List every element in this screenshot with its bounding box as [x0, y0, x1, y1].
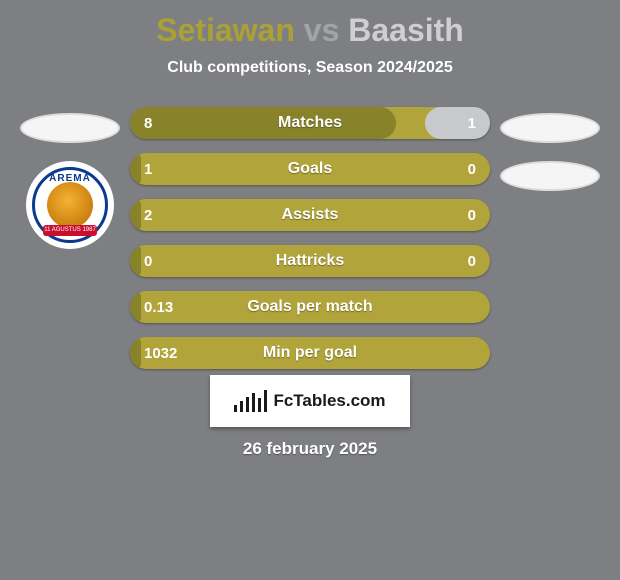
logo-bar [252, 393, 255, 412]
stat-left-value: 1032 [130, 345, 200, 362]
stat-left-value: 0.13 [130, 299, 200, 316]
logo-bar [246, 397, 249, 412]
stat-label: Assists [200, 206, 420, 224]
stat-bar: 2Assists0 [130, 199, 490, 231]
stat-bar: 1Goals0 [130, 153, 490, 185]
stats-column: 8Matches11Goals02Assists00Hattricks00.13… [130, 107, 490, 369]
stat-bar: 8Matches1 [130, 107, 490, 139]
player1-flag-placeholder [20, 113, 120, 143]
stat-right-value: 0 [420, 253, 490, 270]
stat-label: Goals per match [200, 298, 420, 316]
player2-flag-placeholder [500, 113, 600, 143]
body-row: AREMA 11 AGUSTUS 1987 8Matches11Goals02A… [0, 107, 620, 369]
subtitle: Club competitions, Season 2024/2025 [0, 59, 620, 77]
player1-name: Setiawan [156, 12, 295, 48]
stat-left-value: 0 [130, 253, 200, 270]
right-side-column [490, 107, 610, 369]
logo-bar [234, 405, 237, 412]
stat-left-value: 1 [130, 161, 200, 178]
stat-right-value: 1 [420, 115, 490, 132]
stat-left-value: 8 [130, 115, 200, 132]
stat-right-value: 0 [420, 161, 490, 178]
vs-text: vs [304, 12, 340, 48]
logo-bar [264, 390, 267, 412]
comparison-card: Setiawan vs Baasith Club competitions, S… [0, 0, 620, 580]
source-logo-pill: FcTables.com [210, 375, 410, 427]
stat-right-value: 0 [420, 207, 490, 224]
left-side-column: AREMA 11 AGUSTUS 1987 [10, 107, 130, 369]
player1-club-badge: AREMA 11 AGUSTUS 1987 [26, 161, 114, 249]
source-logo-text: FcTables.com [273, 391, 385, 411]
stat-bar: 0Hattricks0 [130, 245, 490, 277]
stat-bar: 1032Min per goal [130, 337, 490, 369]
badge-inner: AREMA 11 AGUSTUS 1987 [32, 167, 108, 243]
player2-name: Baasith [348, 12, 464, 48]
page-title: Setiawan vs Baasith [0, 0, 620, 49]
date-line: 26 february 2025 [0, 439, 620, 459]
stat-label: Matches [200, 114, 420, 132]
logo-bar [240, 401, 243, 412]
player2-club-placeholder [500, 161, 600, 191]
stat-left-value: 2 [130, 207, 200, 224]
badge-lion-icon [47, 182, 93, 228]
badge-ribbon: 11 AGUSTUS 1987 [43, 225, 97, 236]
logo-chart-icon [234, 390, 267, 412]
logo-bar [258, 398, 261, 412]
stat-label: Min per goal [200, 344, 420, 362]
stat-label: Hattricks [200, 252, 420, 270]
stat-label: Goals [200, 160, 420, 178]
stat-bar: 0.13Goals per match [130, 291, 490, 323]
